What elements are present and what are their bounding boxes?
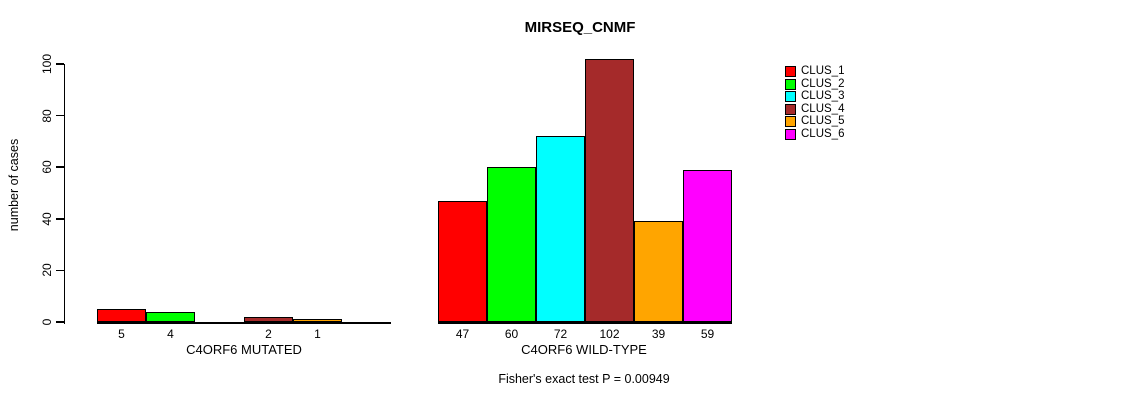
legend-label: CLUS_1 bbox=[801, 65, 845, 77]
y-axis-tick bbox=[55, 321, 64, 323]
y-tick-label: 100 bbox=[40, 53, 54, 75]
bar bbox=[146, 311, 195, 322]
x-axis-line bbox=[438, 322, 732, 324]
y-axis-tick bbox=[55, 63, 64, 65]
legend-swatch bbox=[785, 66, 796, 77]
bar bbox=[244, 316, 293, 322]
x-axis-line bbox=[97, 322, 391, 324]
x-group-label-mutated: C4ORF6 MUTATED bbox=[186, 342, 302, 357]
bar-value-label: 60 bbox=[504, 327, 519, 341]
legend-label: CLUS_3 bbox=[801, 90, 845, 102]
bar-value-label: 47 bbox=[455, 327, 470, 341]
y-axis-tick bbox=[55, 114, 64, 117]
y-tick-label: 20 bbox=[40, 263, 54, 278]
bar bbox=[634, 221, 683, 322]
legend-swatch bbox=[785, 128, 796, 140]
y-tick-label: 0 bbox=[40, 318, 54, 326]
y-axis-tick bbox=[55, 166, 64, 168]
y-axis-line bbox=[63, 64, 65, 324]
bar-value-label: 2 bbox=[265, 327, 272, 341]
bar-value-label: 72 bbox=[553, 327, 568, 341]
bar-value-label: 1 bbox=[314, 327, 321, 341]
bar bbox=[536, 136, 585, 322]
bar-value-label: 4 bbox=[167, 327, 174, 341]
legend-swatch bbox=[785, 91, 796, 102]
bar-value-label: 5 bbox=[118, 327, 125, 341]
bar bbox=[683, 169, 732, 322]
bar-value-label: 39 bbox=[651, 327, 666, 341]
legend-label: CLUS_2 bbox=[801, 77, 845, 90]
y-tick-label: 60 bbox=[40, 160, 54, 174]
y-axis-tick bbox=[55, 269, 64, 272]
y-axis-title: number of cases bbox=[7, 138, 21, 232]
legend-label: CLUS_4 bbox=[801, 102, 845, 115]
bar bbox=[585, 58, 634, 322]
bar bbox=[438, 200, 487, 322]
chart-title: MIRSEQ_CNMF bbox=[524, 19, 636, 36]
bar-value-label: 102 bbox=[599, 327, 620, 341]
y-axis-tick bbox=[55, 218, 64, 220]
legend-label: CLUS_6 bbox=[801, 127, 845, 140]
y-tick-label: 80 bbox=[40, 108, 54, 123]
legend-swatch bbox=[785, 78, 796, 90]
fisher-test-caption: Fisher's exact test P = 0.00949 bbox=[498, 372, 670, 386]
bar bbox=[97, 309, 146, 322]
legend-label: CLUS_5 bbox=[801, 115, 845, 127]
x-group-label-wildtype: C4ORF6 WILD-TYPE bbox=[521, 342, 647, 357]
bar bbox=[293, 319, 342, 322]
legend-swatch bbox=[785, 103, 796, 115]
legend-swatch bbox=[785, 116, 796, 127]
bar bbox=[487, 167, 536, 322]
y-tick-label: 40 bbox=[40, 212, 54, 226]
bar-value-label: 59 bbox=[700, 327, 715, 341]
